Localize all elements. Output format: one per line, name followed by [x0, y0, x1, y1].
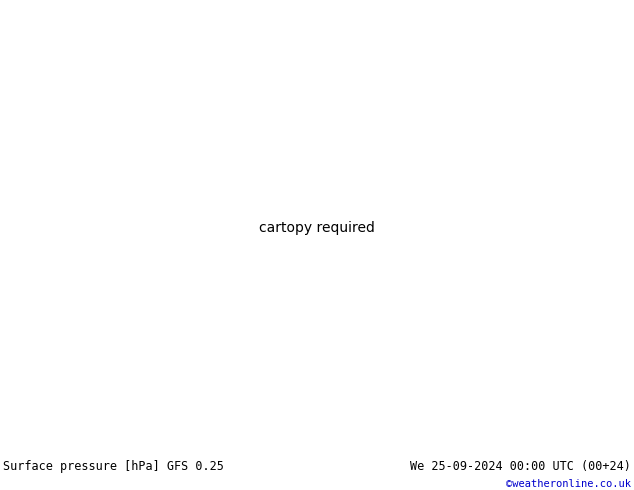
Text: We 25-09-2024 00:00 UTC (00+24): We 25-09-2024 00:00 UTC (00+24) [410, 460, 631, 472]
Text: ©weatheronline.co.uk: ©weatheronline.co.uk [506, 479, 631, 489]
Text: cartopy required: cartopy required [259, 221, 375, 235]
Text: Surface pressure [hPa] GFS 0.25: Surface pressure [hPa] GFS 0.25 [3, 460, 224, 472]
